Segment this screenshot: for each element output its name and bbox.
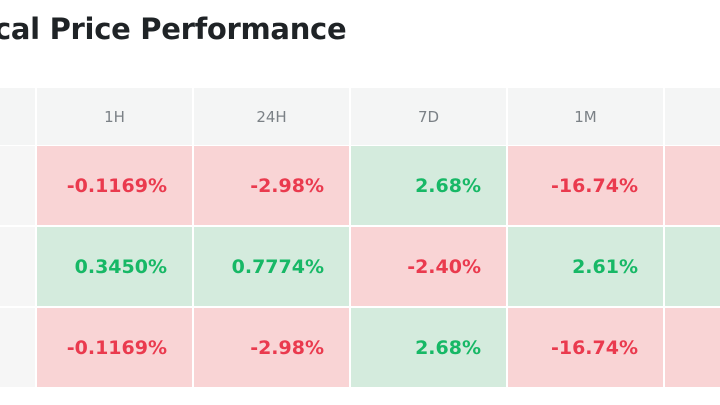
value-cell: 2.68% bbox=[351, 308, 506, 387]
row-label-cell bbox=[0, 308, 35, 387]
row-label-cell bbox=[0, 146, 35, 225]
value-cell: 0.7774% bbox=[194, 227, 349, 306]
row-label-cell bbox=[0, 227, 35, 306]
value-cell: -16.74% bbox=[508, 308, 663, 387]
value-cell: 0.3450% bbox=[37, 227, 192, 306]
value-cell: 2.61% bbox=[508, 227, 663, 306]
header-cell bbox=[665, 88, 720, 145]
column-header: 7D bbox=[351, 88, 506, 145]
page-title: cal Price Performance bbox=[0, 12, 347, 46]
value-cell: -16.74% bbox=[508, 146, 663, 225]
value-cell: 2.68% bbox=[351, 146, 506, 225]
column-header: 1H bbox=[37, 88, 192, 145]
clipped-cell bbox=[665, 146, 720, 225]
clipped-cell bbox=[665, 227, 720, 306]
value-cell: -0.1169% bbox=[37, 308, 192, 387]
value-cell: -2.40% bbox=[351, 227, 506, 306]
clipped-cell bbox=[665, 308, 720, 387]
value-cell: -2.98% bbox=[194, 146, 349, 225]
value-cell: -2.98% bbox=[194, 308, 349, 387]
column-header: 24H bbox=[194, 88, 349, 145]
column-header: 1M bbox=[508, 88, 663, 145]
value-cell: -0.1169% bbox=[37, 146, 192, 225]
header-cell bbox=[0, 88, 35, 145]
